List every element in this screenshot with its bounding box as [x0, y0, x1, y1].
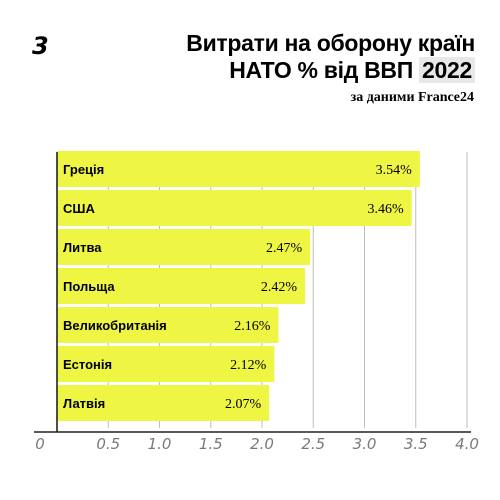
- category-label: США: [63, 201, 95, 216]
- category-label: Естонія: [63, 357, 112, 372]
- x-tick-label: 2.0: [250, 435, 274, 453]
- value-label: 3.54%: [376, 163, 413, 178]
- bar: [57, 346, 275, 382]
- category-label: Великобританія: [63, 318, 167, 333]
- value-label: 2.12%: [230, 358, 267, 373]
- title-line-1: Витрати на оборону країн: [186, 30, 475, 56]
- bar: [57, 151, 420, 187]
- x-tick-label: 1.0: [148, 435, 172, 453]
- bar: [57, 307, 279, 343]
- x-tick-label: 3.0: [353, 435, 377, 453]
- title-line-2-text: НАТО % від ВВП: [229, 57, 413, 83]
- x-tick-label: 0: [35, 435, 45, 453]
- x-tick-label: 4.0: [455, 435, 479, 453]
- category-label: Греція: [63, 162, 104, 177]
- x-tick-label: 3.5: [404, 435, 428, 453]
- value-label: 2.47%: [266, 241, 303, 256]
- x-tick-label: 1.5: [199, 435, 223, 453]
- category-label: Польща: [63, 279, 115, 294]
- bar: [57, 229, 311, 265]
- title-year: 2022: [419, 57, 475, 83]
- category-label: Литва: [63, 240, 102, 255]
- category-label: Латвія: [63, 396, 105, 411]
- value-label: 2.16%: [234, 319, 271, 334]
- value-label: 2.42%: [261, 280, 298, 295]
- value-label: 3.46%: [367, 202, 404, 217]
- x-tick-label: 2.5: [301, 435, 325, 453]
- title-line-2: НАТО % від ВВП 2022: [186, 57, 475, 84]
- x-tick-label: 0.5: [96, 435, 120, 453]
- x-axis: 0 0.5 1.0 1.5 2.0 2.5 3.0 3.5 4.0: [34, 152, 479, 453]
- source-note: за даними France24: [350, 90, 474, 105]
- chart-title: Витрати на оборону країн НАТО % від ВВП …: [186, 30, 475, 84]
- bar: [57, 385, 270, 421]
- bar: [57, 268, 306, 304]
- bars: Греція 3.54% США 3.46% Литва 2.47% Польща 2.42%…: [57, 151, 420, 421]
- value-label: 2.07%: [225, 397, 262, 412]
- logo-mark: 3: [32, 32, 49, 60]
- bar: [57, 190, 412, 226]
